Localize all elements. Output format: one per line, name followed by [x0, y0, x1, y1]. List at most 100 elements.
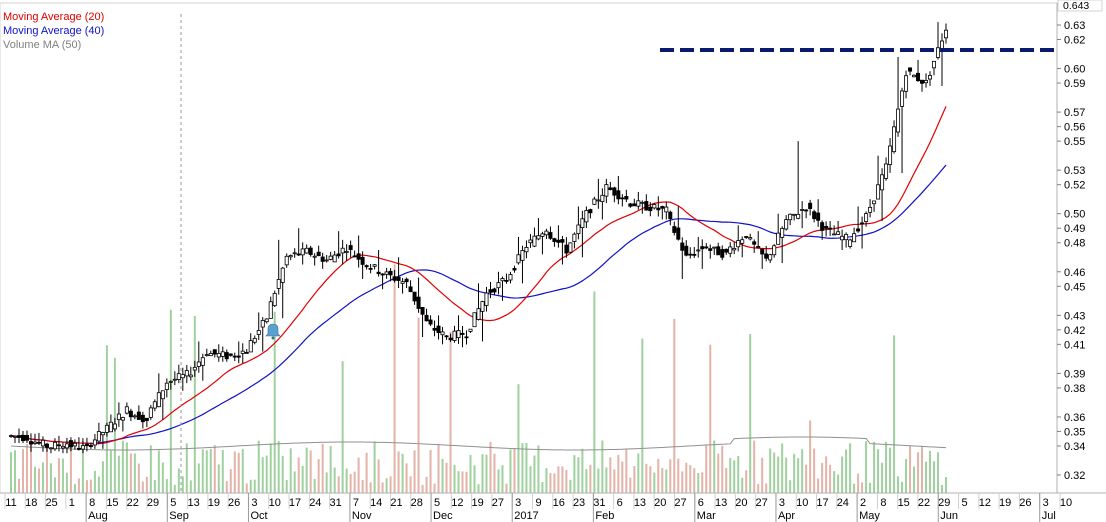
volume-bar: [137, 463, 140, 493]
candle: [92, 433, 97, 449]
volume-bar: [133, 453, 136, 493]
volume-bar: [629, 477, 632, 493]
y-tick-label: 0.52: [1064, 180, 1085, 192]
volume-bar: [669, 459, 672, 493]
x-month-label: Aug: [88, 510, 108, 522]
candle: [632, 198, 637, 207]
y-tick-label: 0.63: [1064, 20, 1085, 32]
volume-bar: [805, 464, 808, 493]
volume-bar: [485, 454, 488, 493]
candle: [232, 352, 237, 362]
candle: [824, 221, 829, 237]
candle: [680, 237, 685, 280]
alert-bell-icon[interactable]: [265, 323, 281, 340]
candle: [296, 228, 301, 257]
volume-bar: [793, 453, 796, 493]
volume-bar: [93, 470, 96, 493]
volume-bar: [825, 456, 828, 493]
y-tick-label: 0.62: [1064, 35, 1085, 47]
volume-bar: [721, 445, 724, 493]
candle: [564, 237, 569, 258]
x-month-label: Jun: [940, 510, 958, 522]
candle: [196, 341, 201, 373]
candle: [760, 248, 765, 269]
volume-bar: [581, 448, 584, 493]
candle: [492, 287, 497, 295]
candle: [184, 365, 189, 384]
candle: [60, 442, 65, 454]
volume-bar: [565, 470, 568, 493]
candle: [288, 254, 293, 261]
candle: [696, 236, 701, 258]
candle: [272, 290, 277, 308]
candle: [628, 202, 633, 208]
volume-bar: [313, 478, 316, 493]
candle: [864, 211, 869, 227]
volume-bar: [817, 478, 820, 493]
volume-bar: [849, 443, 852, 493]
candle: [152, 399, 157, 412]
volume-bar: [105, 345, 108, 493]
volume-bars: [10, 264, 947, 493]
candle: [468, 328, 473, 333]
volume-bar: [773, 452, 776, 493]
volume-bar: [337, 476, 340, 493]
volume-bar: [537, 445, 540, 493]
volume-bar: [261, 457, 264, 493]
volume-bar: [681, 471, 684, 493]
candle: [780, 226, 785, 264]
volume-bar: [753, 440, 756, 493]
candle: [944, 23, 949, 44]
x-day-label: 14: [370, 497, 382, 509]
volume-bar: [749, 334, 752, 493]
volume-bar: [545, 468, 548, 493]
y-tick-label: 0.60: [1064, 64, 1085, 76]
volume-bar: [861, 482, 864, 493]
y-tick-label: 0.38: [1064, 383, 1085, 395]
candle: [248, 333, 253, 353]
candle: [852, 227, 857, 243]
candle: [464, 330, 469, 345]
volume-bar: [173, 484, 176, 493]
volume-bar: [341, 361, 344, 493]
volume-bar: [665, 469, 668, 493]
candle: [256, 312, 261, 340]
volume-bar: [845, 449, 848, 493]
volume-bar: [945, 477, 947, 493]
candle: [540, 231, 545, 255]
candle: [600, 188, 605, 220]
candle: [244, 349, 249, 354]
volume-bar: [577, 457, 580, 493]
volume-bar: [909, 445, 912, 493]
candle: [732, 241, 737, 255]
volume-bar: [605, 467, 608, 493]
candle: [188, 366, 193, 381]
candle: [360, 251, 365, 280]
candle: [936, 22, 941, 60]
volume-bar: [757, 483, 760, 493]
x-day-label: 1: [69, 497, 75, 509]
candle: [192, 360, 197, 377]
volume-bar: [201, 449, 204, 493]
x-day-label: 16: [553, 497, 565, 509]
volume-bar: [705, 445, 708, 493]
candle: [364, 264, 369, 270]
volume-bar: [121, 440, 124, 493]
candle: [44, 442, 49, 452]
volume-bar: [813, 448, 816, 493]
volume-bar: [185, 443, 188, 493]
y-tick-label: 0.48: [1064, 238, 1085, 250]
x-day-label: 25: [45, 497, 57, 509]
candle: [228, 353, 233, 357]
candle: [496, 271, 501, 295]
candle: [36, 432, 41, 446]
volume-bar: [405, 463, 408, 493]
volume-bar: [701, 472, 704, 493]
volume-bar: [233, 451, 236, 493]
volume-bar: [109, 450, 112, 493]
volume-bar: [193, 316, 196, 493]
candle: [456, 315, 461, 344]
volume-bar: [285, 480, 288, 493]
volume-bar: [625, 448, 628, 493]
volume-bar: [169, 309, 172, 493]
